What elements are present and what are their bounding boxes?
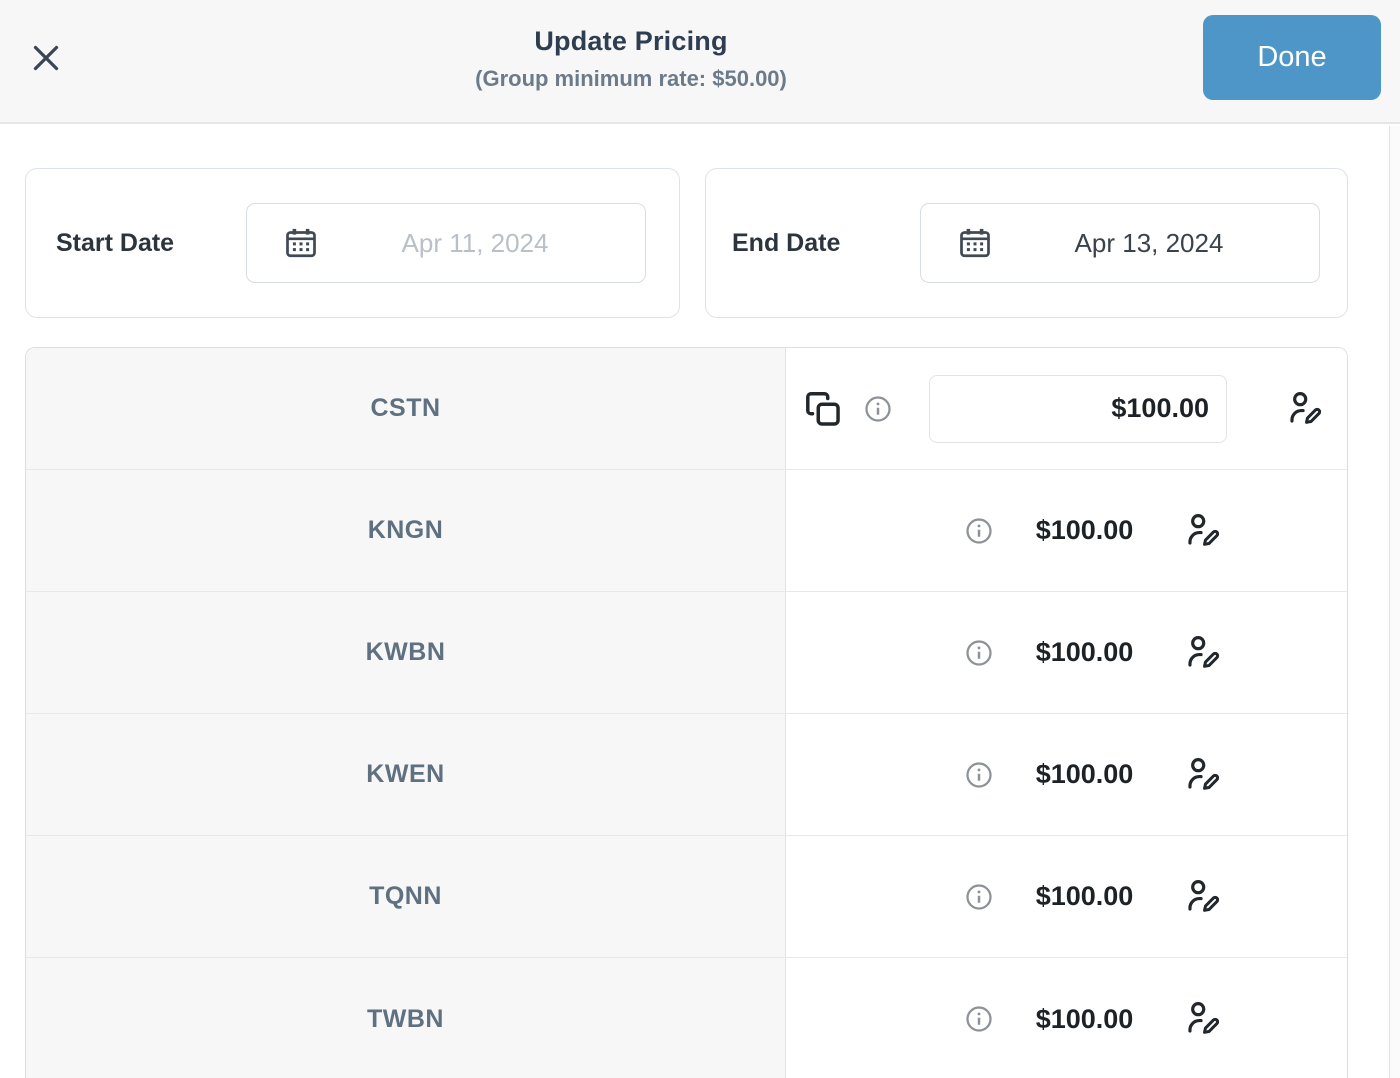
price-cell xyxy=(786,348,1347,469)
info-icon[interactable] xyxy=(964,882,994,912)
edit-price-button[interactable] xyxy=(1183,512,1221,550)
table-row: TQNN $100.00 xyxy=(26,836,1347,958)
start-date-input[interactable]: Apr 11, 2024 xyxy=(246,203,646,283)
person-edit-icon xyxy=(1183,1000,1221,1038)
price-cell: $100.00 xyxy=(786,958,1347,1078)
info-icon[interactable] xyxy=(964,1004,994,1034)
table-row: TWBN $100.00 xyxy=(26,958,1347,1078)
price-value: $100.00 xyxy=(1035,1003,1134,1034)
room-code-label: TWBN xyxy=(367,1004,444,1033)
room-code-cell: KWBN xyxy=(26,592,786,713)
price-cell: $100.00 xyxy=(786,470,1347,591)
modal-header: Update Pricing (Group minimum rate: $50.… xyxy=(0,0,1400,124)
price-input[interactable] xyxy=(929,374,1227,443)
price-value: $100.00 xyxy=(1035,881,1134,911)
edit-price-button[interactable] xyxy=(1183,1000,1221,1038)
pricing-table: CSTN xyxy=(25,347,1348,1078)
room-code-label: KNGN xyxy=(367,516,444,544)
end-date-value: Apr 13, 2024 xyxy=(1074,227,1224,258)
table-row: KWBN $100.00 xyxy=(26,592,1347,714)
info-icon[interactable] xyxy=(964,760,994,790)
start-date-label: Start Date xyxy=(56,228,175,257)
end-date-input[interactable]: Apr 13, 2024 xyxy=(920,203,1320,283)
person-edit-icon xyxy=(1183,512,1221,550)
table-row: KNGN $100.00 xyxy=(26,470,1347,592)
price-value: $100.00 xyxy=(1035,515,1134,545)
edit-price-button[interactable] xyxy=(1183,878,1221,916)
start-date-card: Start Date Apr 11, 2024 xyxy=(25,168,680,318)
person-edit-icon xyxy=(1183,756,1221,794)
person-edit-icon xyxy=(1183,634,1221,672)
price-value: $100.00 xyxy=(1035,759,1134,789)
room-code-cell: CSTN xyxy=(26,348,786,469)
page-title: Update Pricing xyxy=(534,26,728,56)
done-button[interactable]: Done xyxy=(1203,15,1381,100)
end-date-card: End Date Apr 13, 2024 xyxy=(705,168,1348,318)
copy-icon xyxy=(804,390,842,428)
room-code-cell: KNGN xyxy=(26,470,786,591)
price-cell: $100.00 xyxy=(786,714,1347,835)
calendar-icon xyxy=(957,225,993,261)
end-date-label: End Date xyxy=(732,228,841,257)
copy-rate-button[interactable] xyxy=(804,390,842,428)
page-subtitle: (Group minimum rate: $50.00) xyxy=(475,66,787,91)
table-row: CSTN xyxy=(26,348,1347,470)
info-icon[interactable] xyxy=(964,638,994,668)
room-code-label: CSTN xyxy=(370,394,441,422)
info-icon[interactable] xyxy=(964,516,994,546)
room-code-cell: KWEN xyxy=(26,714,786,835)
room-code-label: KWBN xyxy=(365,638,446,666)
room-code-cell: TWBN xyxy=(26,958,786,1078)
person-edit-icon xyxy=(1285,390,1323,428)
price-value: $100.00 xyxy=(1035,637,1134,667)
price-cell: $100.00 xyxy=(786,836,1347,957)
price-cell: $100.00 xyxy=(786,592,1347,713)
table-row: KWEN $100.00 xyxy=(26,714,1347,836)
room-code-cell: TQNN xyxy=(26,836,786,957)
edit-price-button[interactable] xyxy=(1183,634,1221,672)
room-code-label: KWEN xyxy=(366,760,445,788)
calendar-icon xyxy=(283,225,319,261)
header-titles: Update Pricing (Group minimum rate: $50.… xyxy=(0,0,1262,118)
edit-price-button[interactable] xyxy=(1183,756,1221,794)
room-code-label: TQNN xyxy=(369,882,442,910)
start-date-placeholder: Apr 11, 2024 xyxy=(401,227,549,258)
info-icon[interactable] xyxy=(863,394,893,424)
scrollbar[interactable] xyxy=(1389,126,1400,1078)
edit-price-button[interactable] xyxy=(1285,390,1323,428)
person-edit-icon xyxy=(1183,878,1221,916)
